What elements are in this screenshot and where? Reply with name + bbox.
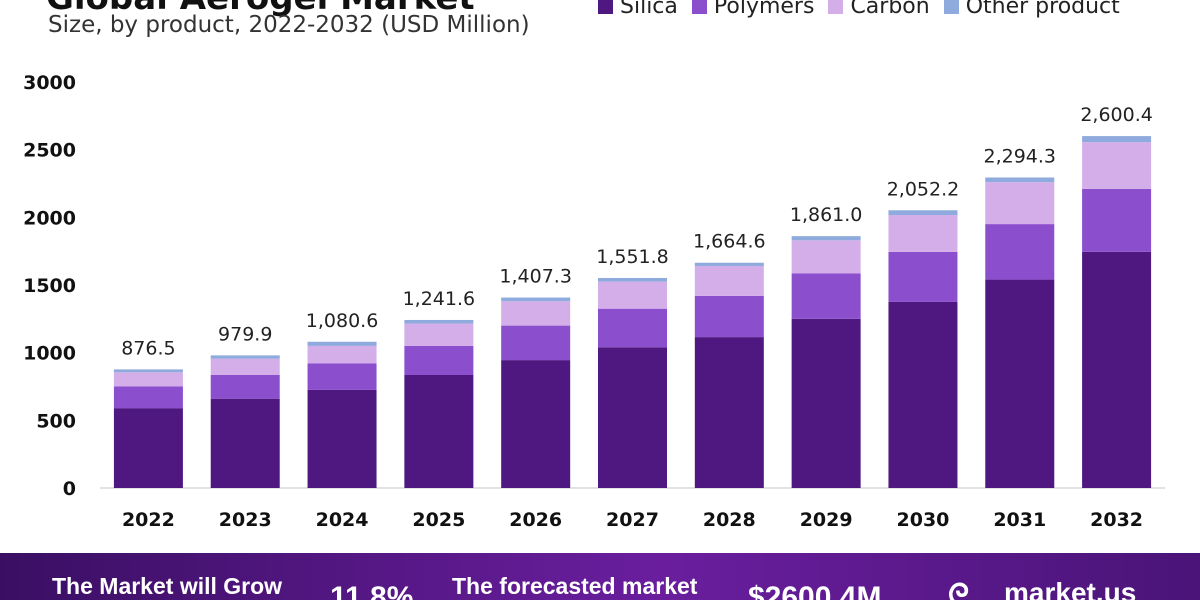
- bar-silica-2022: [113, 408, 183, 488]
- bar-polymers-2031: [985, 224, 1055, 280]
- y-tick-label-2000: 2000: [23, 207, 76, 229]
- legend-swatch-other-product: [943, 0, 959, 14]
- x-tick-label-2027: 2027: [606, 509, 659, 531]
- bar-polymers-2028: [694, 295, 764, 338]
- total-label-2023: 979.9: [218, 323, 272, 345]
- bar-polymers-2029: [791, 273, 861, 319]
- bar-other-product-2029: [791, 236, 861, 241]
- x-tick-label-2022: 2022: [122, 509, 175, 531]
- x-tick-label-2026: 2026: [509, 509, 562, 531]
- bar-other-product-2030: [888, 210, 958, 216]
- legend-label-polymers: Polymers: [713, 0, 815, 19]
- total-label-2030: 2,052.2: [887, 178, 960, 200]
- y-tick-label-500: 500: [36, 410, 76, 432]
- bar-other-product-2024: [307, 341, 377, 346]
- x-tick-label-2028: 2028: [703, 509, 756, 531]
- market-us-logo-icon: ᘓ: [948, 579, 970, 600]
- bar-other-product-2022: [113, 369, 183, 373]
- bar-silica-2029: [791, 318, 861, 488]
- bar-polymers-2030: [888, 251, 958, 302]
- bar-carbon-2024: [307, 345, 377, 364]
- bar-carbon-2026: [501, 301, 571, 326]
- x-tick-label-2024: 2024: [316, 509, 369, 531]
- total-label-2029: 1,861.0: [790, 204, 863, 226]
- bar-polymers-2022: [113, 386, 183, 409]
- y-tick-label-1500: 1500: [23, 275, 76, 297]
- y-tick-label-2500: 2500: [23, 140, 76, 162]
- bar-polymers-2032: [1082, 188, 1152, 252]
- bar-carbon-2027: [598, 281, 667, 309]
- x-tick-label-2029: 2029: [800, 509, 853, 531]
- legend-label-silica: Silica: [620, 0, 678, 19]
- banner-cagr-value: 11.8%: [330, 581, 414, 600]
- legend-label-other-product: Other product: [965, 0, 1120, 19]
- bar-other-product-2023: [210, 355, 280, 359]
- bar-silica-2032: [1082, 251, 1152, 488]
- total-label-2027: 1,551.8: [596, 246, 669, 268]
- y-tick-label-1000: 1000: [23, 343, 76, 365]
- bar-polymers-2025: [404, 345, 474, 375]
- y-tick-label-0: 0: [63, 478, 76, 500]
- footer-banner: The Market will Grow 11.8% The forecaste…: [0, 553, 1200, 600]
- legend-item-polymers: Polymers: [691, 0, 815, 19]
- total-label-2028: 1,664.6: [693, 231, 766, 253]
- bar-other-product-2032: [1082, 136, 1152, 143]
- legend-swatch-silica: [598, 0, 613, 14]
- bar-silica-2027: [598, 347, 667, 488]
- total-label-2022: 876.5: [121, 337, 175, 359]
- chart-title: Global Aerogel Market: [46, 0, 475, 18]
- banner-forecast-value: $2600.4M: [748, 581, 882, 600]
- y-tick-label-3000: 3000: [23, 72, 76, 94]
- total-label-2032: 2,600.4: [1080, 104, 1153, 126]
- bar-silica-2028: [694, 337, 764, 488]
- total-label-2025: 1,241.6: [403, 288, 476, 310]
- total-label-2031: 2,294.3: [984, 146, 1057, 168]
- bar-polymers-2027: [598, 308, 667, 348]
- legend-swatch-carbon: [828, 0, 844, 14]
- x-tick-label-2030: 2030: [897, 509, 950, 531]
- bar-carbon-2030: [888, 215, 958, 252]
- bar-silica-2025: [404, 374, 474, 488]
- banner-forecast-text: The forecasted market: [452, 573, 698, 599]
- total-label-2026: 1,407.3: [499, 266, 572, 288]
- bar-carbon-2028: [694, 266, 764, 296]
- bar-other-product-2026: [501, 297, 571, 302]
- bar-other-product-2028: [694, 262, 764, 267]
- bar-carbon-2029: [791, 240, 861, 274]
- bar-carbon-2032: [1082, 142, 1152, 189]
- bar-other-product-2027: [598, 277, 667, 282]
- bar-other-product-2025: [404, 319, 474, 324]
- stacked-bar-chart: 0 500 1000 1500 2000 2500 3000 876.5 2022 979.9 20…: [23, 72, 1165, 531]
- bar-polymers-2026: [501, 325, 571, 361]
- bar-polymers-2023: [210, 374, 280, 399]
- legend-swatch-polymers: [691, 0, 707, 14]
- bar-silica-2023: [210, 398, 280, 488]
- chart-subtitle: Size, by product, 2022-2032 (USD Million…: [48, 12, 530, 38]
- bar-carbon-2022: [113, 372, 183, 387]
- bar-silica-2031: [985, 279, 1055, 488]
- x-tick-label-2031: 2031: [993, 509, 1046, 531]
- bar-carbon-2031: [985, 182, 1055, 225]
- bar-silica-2026: [501, 360, 571, 488]
- bar-carbon-2023: [210, 358, 280, 375]
- banner-brand: market.us: [1004, 577, 1137, 600]
- banner-grow-text: The Market will Grow: [52, 573, 283, 599]
- bar-polymers-2024: [307, 363, 377, 390]
- bar-silica-2024: [307, 389, 377, 488]
- legend-item-carbon: Carbon: [828, 0, 930, 19]
- legend-label-carbon: Carbon: [850, 0, 930, 19]
- legend: Silica Polymers Carbon Other product: [598, 0, 1134, 19]
- x-tick-label-2025: 2025: [412, 509, 465, 531]
- bar-silica-2030: [888, 301, 958, 488]
- bar-other-product-2031: [985, 177, 1055, 183]
- legend-item-silica: Silica: [598, 0, 678, 19]
- x-tick-label-2023: 2023: [219, 509, 272, 531]
- x-tick-label-2032: 2032: [1090, 509, 1143, 531]
- total-label-2024: 1,080.6: [306, 310, 379, 332]
- legend-item-other-product: Other product: [943, 0, 1120, 19]
- bar-carbon-2025: [404, 323, 474, 346]
